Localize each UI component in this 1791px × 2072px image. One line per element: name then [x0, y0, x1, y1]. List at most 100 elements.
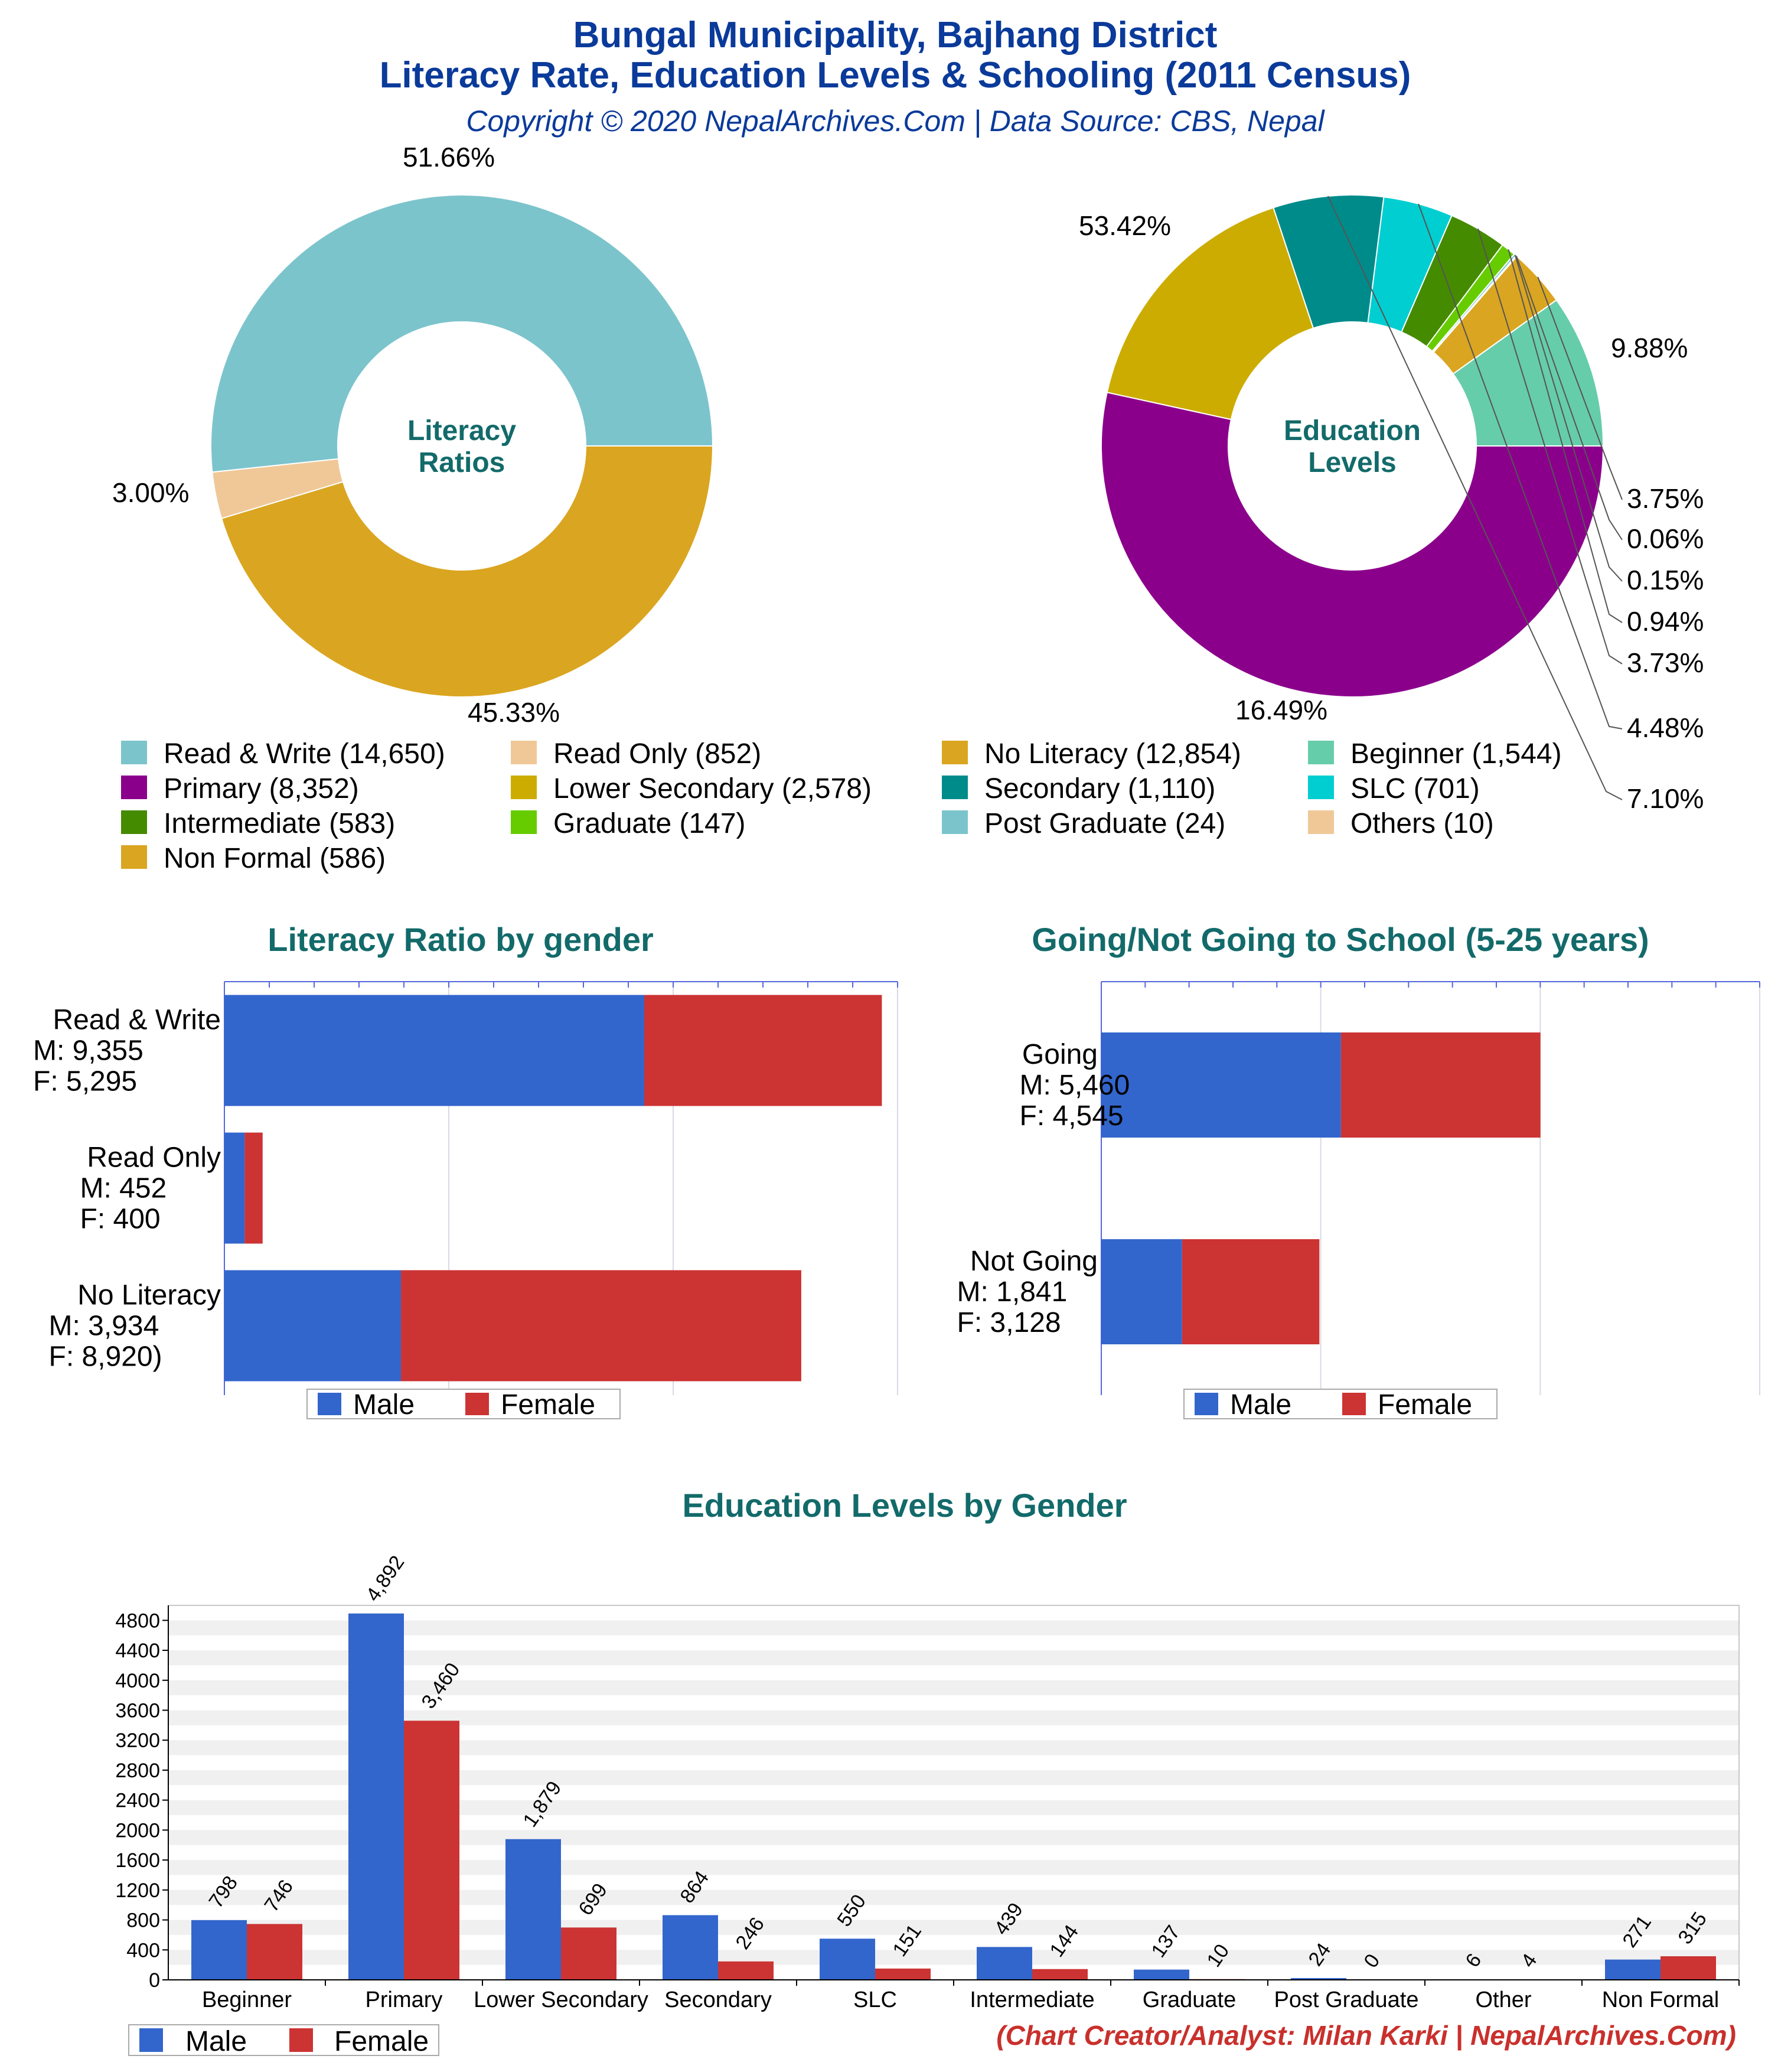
legend-item-label: No Literacy (12,854)	[984, 738, 1241, 770]
legend-swatch-no-literacy-12-854	[942, 741, 968, 764]
bar-male-secondary	[663, 1915, 718, 1980]
y-tick-label: 4400	[115, 1640, 160, 1662]
bar-male-read-only	[224, 1132, 245, 1244]
category-label: M: 5,460	[1020, 1070, 1130, 1101]
bar-male-intermediate	[977, 1947, 1032, 1980]
bar-male-going	[1101, 1032, 1341, 1138]
bar-male-read-write	[224, 995, 644, 1106]
category-label: M: 1,841	[957, 1276, 1068, 1308]
legend-swatch-female	[465, 1393, 489, 1415]
bar-female-primary	[404, 1721, 459, 1980]
legend-item-label: Post Graduate (24)	[984, 808, 1225, 839]
bar-male-no-literacy	[224, 1270, 401, 1382]
leader-line-intermediate	[1477, 228, 1623, 664]
legend-swatch-intermediate-583	[121, 810, 147, 834]
category-label: No Literacy	[77, 1280, 221, 1311]
gender-legend	[1183, 1389, 1498, 1419]
gender-legend	[306, 1389, 621, 1419]
slice-lower-secondary	[1106, 207, 1314, 421]
slice-percent-label: 3.00%	[112, 477, 189, 508]
legend-swatch-male	[139, 2028, 163, 2052]
legend-swatch-beginner-1-544	[1308, 741, 1334, 764]
y-tick-label: 1600	[115, 1849, 160, 1872]
bar-male-beginner	[191, 1920, 247, 1980]
legend-swatch-male	[1195, 1393, 1218, 1415]
data-label: 246	[731, 1913, 769, 1953]
bar-male-post-graduate	[1291, 1977, 1346, 1980]
education-levels-donut: 9.88% 3.75% 0.06% 0.15% 0.94% 3.73% 4.48% 7.10%…	[1079, 194, 1704, 814]
data-label: 10	[1202, 1940, 1234, 1972]
category-label: F: 3,128	[957, 1307, 1061, 1338]
leader-line-graduate	[1508, 249, 1623, 623]
leader-line-others	[1515, 256, 1623, 540]
bar-female-going	[1340, 1032, 1541, 1138]
education-by-gender-chart: 0 400 800 1200 1600 2000 2400 2800 3200 3600 4000 4…	[115, 1552, 1740, 2057]
page-subtitle: Copyright © 2020 NepalArchives.Com | Dat…	[466, 105, 1325, 138]
legend-item-label: Male	[353, 1389, 415, 1421]
leader-line-post-graduate	[1514, 255, 1623, 582]
y-tick-label: 1200	[115, 1879, 160, 1902]
donut-center-label: Literacy	[407, 415, 516, 447]
slice-percent-label: 9.88%	[1611, 333, 1688, 363]
gender-legend	[128, 2024, 439, 2056]
category-label: F: 400	[80, 1204, 161, 1235]
y-tick-label: 2800	[115, 1760, 160, 1782]
y-tick-label: 2400	[115, 1790, 160, 1812]
x-category-label: Non Formal	[1602, 1988, 1720, 2012]
legend-swatch-slc-701	[1308, 776, 1334, 799]
slice-percent-label: 0.15%	[1627, 565, 1704, 595]
x-category-label: Lower Secondary	[474, 1988, 648, 2012]
legend-swatch-read-write-14-650	[121, 741, 147, 764]
x-category-label: Secondary	[664, 1988, 772, 2012]
category-label: Read Only	[87, 1142, 221, 1174]
bar-female-secondary	[718, 1961, 774, 1980]
grid-stripe	[168, 1650, 1739, 1666]
category-label: M: 3,934	[49, 1311, 159, 1342]
bar-female-non-formal	[1660, 1956, 1716, 1980]
y-tick-label: 400	[126, 1939, 160, 1962]
y-tick-label: 0	[149, 1969, 160, 1992]
data-label: 746	[260, 1876, 298, 1916]
slice-read-write	[210, 194, 714, 473]
slice-no-literacy	[220, 445, 714, 698]
category-label: F: 8,920)	[49, 1341, 162, 1373]
category-label: M: 452	[80, 1173, 167, 1204]
category-label: Going	[1022, 1039, 1098, 1070]
y-tick-label: 4800	[115, 1610, 160, 1632]
legend-item-label: Male	[185, 2026, 247, 2057]
slice-percent-label: 45.33%	[468, 697, 560, 728]
donut-center-label: Ratios	[419, 447, 505, 478]
legend-item-label: Non Formal (586)	[164, 843, 386, 874]
data-label: 315	[1673, 1908, 1711, 1948]
school-attendance-title: Going/Not Going to School (5-25 years)	[1032, 921, 1649, 958]
bar-female-no-literacy	[400, 1270, 801, 1382]
slice-beginner	[1452, 299, 1604, 447]
legend-swatch-primary-8-352	[121, 776, 147, 799]
bar-male-slc	[820, 1939, 875, 1980]
legend-item-label: Read & Write (14,650)	[164, 738, 445, 770]
bar-female-beginner	[247, 1924, 302, 1980]
legend-item-label: Others (10)	[1350, 808, 1494, 839]
bar-male-graduate	[1134, 1969, 1189, 1980]
x-category-label: Primary	[366, 1988, 443, 2012]
x-category-label: Post Graduate	[1274, 1988, 1418, 2012]
legend-item-label: Lower Secondary (2,578)	[553, 773, 872, 804]
bar-female-read-only	[244, 1132, 263, 1244]
donut-center-label: Levels	[1308, 447, 1396, 478]
data-label: 4,892	[361, 1552, 409, 1606]
bar-female-read-write	[644, 995, 882, 1106]
legend-item-label: SLC (701)	[1350, 773, 1480, 804]
data-label: 271	[1618, 1911, 1656, 1952]
legend-swatch-secondary-1-110	[942, 776, 968, 799]
bar-female-not-going	[1182, 1239, 1320, 1344]
literacy-by-gender-title: Literacy Ratio by gender	[267, 921, 654, 958]
legend-swatch-read-only-852	[511, 741, 537, 764]
grid-stripe	[168, 1620, 1739, 1636]
x-category-label: Graduate	[1143, 1988, 1236, 2012]
legend-swatch-graduate-147	[511, 810, 537, 834]
y-tick-label: 3200	[115, 1729, 160, 1752]
category-label: F: 4,545	[1020, 1100, 1124, 1132]
slice-percent-label: 3.73%	[1627, 647, 1704, 678]
legend-swatch-male	[318, 1393, 341, 1415]
